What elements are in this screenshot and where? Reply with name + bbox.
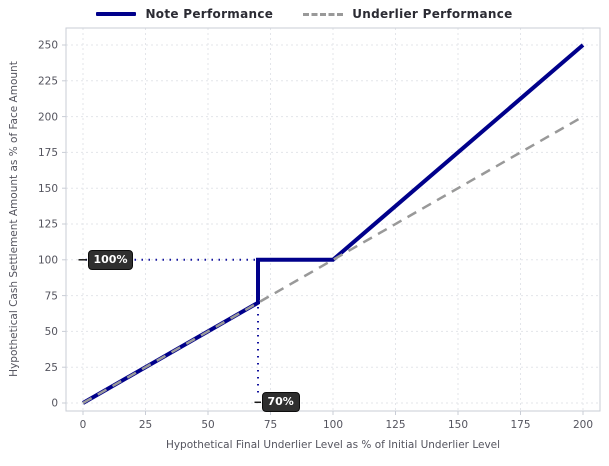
x-tick-label: 50 [201,419,214,431]
note-line-swatch-icon [96,12,137,16]
x-tick-label: 175 [510,419,530,431]
y-tick-label: 75 [45,290,58,302]
y-tick-label: 0 [51,398,58,410]
y-tick-label: 150 [38,183,58,195]
legend: Note Performance Underlier Performance [0,7,609,21]
y-tick-label: 200 [38,111,58,123]
x-tick-label: 150 [448,419,468,431]
y-tick-label: 50 [45,326,58,338]
y-tick-label: 225 [38,76,58,88]
legend-label-note: Note Performance [145,7,274,21]
annotation-badge-70-percent: 70% [261,392,300,413]
x-axis-label: Hypothetical Final Underlier Level as % … [165,439,501,451]
y-tick-label: 100 [38,255,58,267]
underlier-performance-line [82,115,584,405]
underlier-line-swatch-icon [303,12,344,16]
y-axis-label: Hypothetical Cash Settlement Amount as %… [8,61,20,377]
x-tick-label: 25 [139,419,152,431]
y-tick-label: 125 [38,219,58,231]
legend-item-underlier: Underlier Performance [303,7,512,21]
x-tick-label: 100 [323,419,343,431]
x-tick-label: 0 [80,419,87,431]
y-tick-label: 250 [38,40,58,52]
x-tick-label: 200 [573,419,593,431]
annotation-badge-100-percent: 100% [87,249,134,270]
note-performance-line [82,43,585,405]
x-tick-label: 125 [385,419,405,431]
legend-item-note: Note Performance [96,7,273,21]
x-tick-label: 75 [264,419,277,431]
y-tick-label: 25 [45,362,58,374]
y-tick-label: 175 [38,147,58,159]
legend-label-underlier: Underlier Performance [352,7,513,21]
